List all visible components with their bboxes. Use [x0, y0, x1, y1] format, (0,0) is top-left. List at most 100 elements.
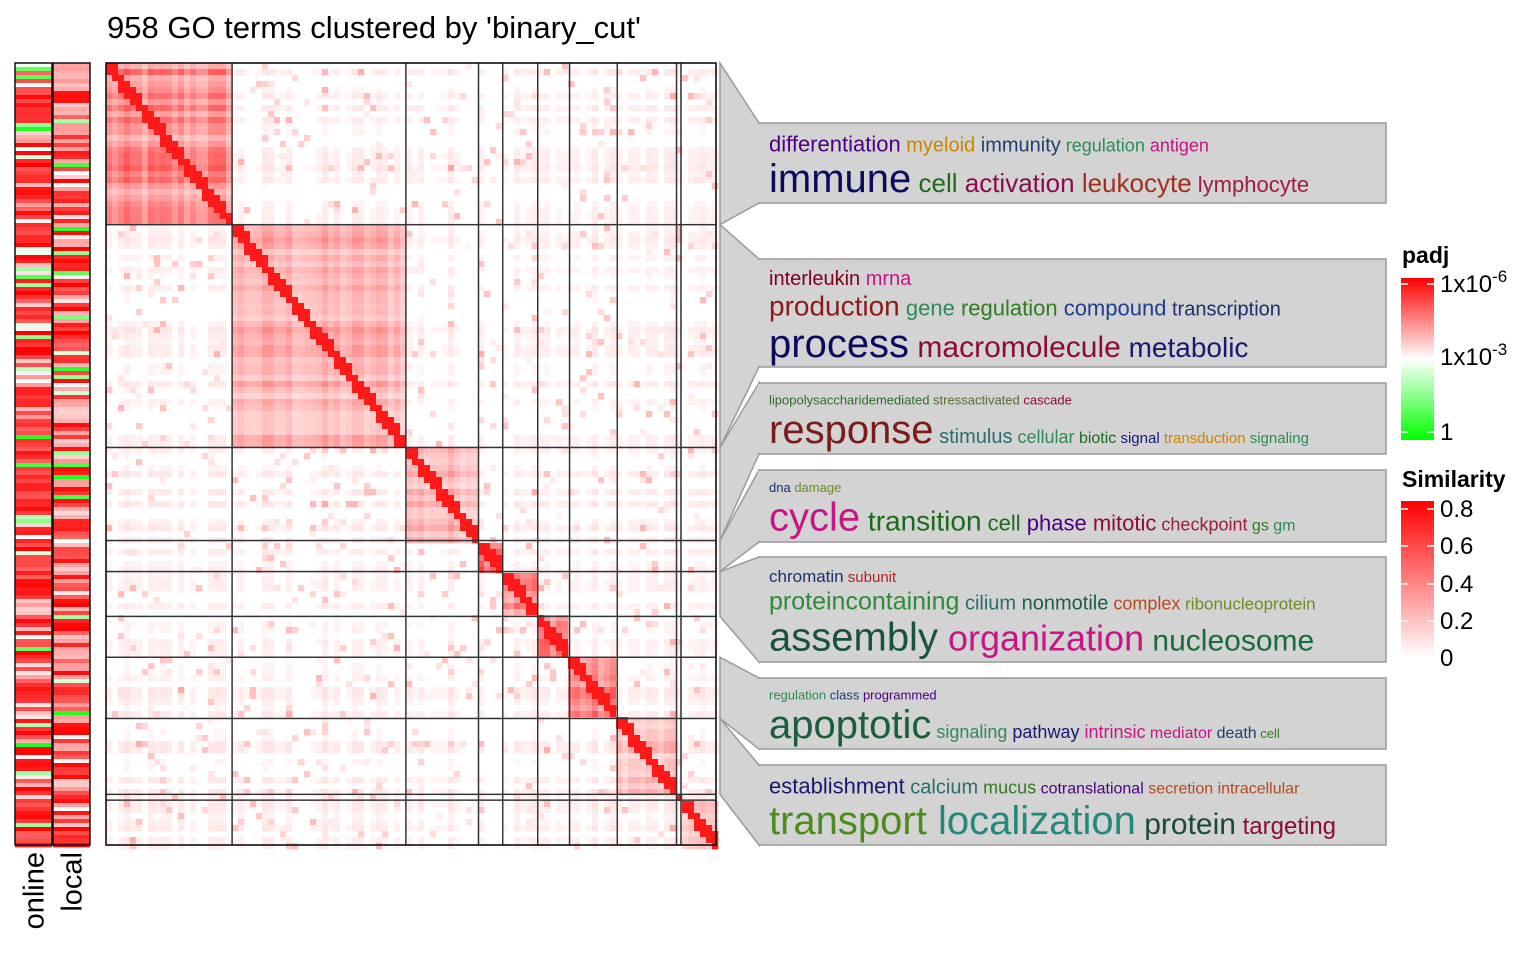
- annotation-cell: [53, 731, 90, 736]
- similarity-cell: [220, 183, 227, 190]
- similarity-cell: [184, 195, 191, 202]
- annotation-cell: [53, 567, 90, 572]
- similarity-cell: [346, 405, 353, 412]
- similarity-cell: [406, 213, 413, 220]
- similarity-cell: [616, 471, 623, 478]
- similarity-cell: [256, 501, 263, 508]
- similarity-cell: [130, 471, 137, 478]
- similarity-cell: [142, 321, 149, 328]
- similarity-cell: [652, 351, 659, 358]
- similarity-cell: [352, 585, 359, 592]
- similarity-cell: [436, 237, 443, 244]
- similarity-cell: [322, 471, 329, 478]
- similarity-cell: [148, 141, 155, 148]
- similarity-cell: [532, 603, 539, 610]
- similarity-cell: [532, 237, 539, 244]
- similarity-cell: [214, 243, 221, 250]
- similarity-cell: [334, 387, 341, 394]
- similarity-cell: [352, 315, 359, 322]
- similarity-cell: [328, 225, 335, 232]
- similarity-cell: [256, 381, 263, 388]
- similarity-cell: [460, 489, 467, 496]
- similarity-cell: [502, 603, 509, 610]
- similarity-cell: [280, 261, 287, 268]
- similarity-cell: [334, 225, 341, 232]
- similarity-cell: [298, 141, 305, 148]
- similarity-cell: [226, 159, 233, 166]
- annotation-cell: [15, 751, 52, 756]
- annotation-cell: [53, 771, 90, 776]
- similarity-cell: [208, 465, 215, 472]
- similarity-cell: [178, 159, 185, 166]
- similarity-cell: [262, 621, 269, 628]
- similarity-cell: [712, 579, 719, 586]
- annotation-cell: [15, 531, 52, 536]
- similarity-cell: [130, 153, 137, 160]
- similarity-cell: [388, 357, 395, 364]
- annotation-cell: [15, 655, 52, 660]
- similarity-cell: [358, 225, 365, 232]
- similarity-cell: [520, 129, 527, 136]
- similarity-cell: [664, 381, 671, 388]
- similarity-cell: [286, 387, 293, 394]
- similarity-cell: [478, 381, 485, 388]
- similarity-cell: [136, 129, 143, 136]
- similarity-cell: [226, 69, 233, 76]
- similarity-cell: [316, 117, 323, 124]
- similarity-cell: [328, 285, 335, 292]
- similarity-cell: [190, 447, 197, 454]
- similarity-cell: [286, 351, 293, 358]
- similarity-cell: [592, 561, 599, 568]
- similarity-cell: [388, 387, 395, 394]
- similarity-cell: [478, 339, 485, 346]
- similarity-cell: [160, 213, 167, 220]
- similarity-cell: [262, 465, 269, 472]
- similarity-cell: [298, 285, 305, 292]
- similarity-cell: [610, 213, 617, 220]
- similarity-cell: [148, 159, 155, 166]
- similarity-cell: [400, 225, 407, 232]
- similarity-cell: [214, 561, 221, 568]
- similarity-cell: [556, 345, 563, 352]
- annotation-cell: [15, 207, 52, 212]
- similarity-cell: [250, 237, 257, 244]
- similarity-cell: [502, 579, 509, 586]
- similarity-cell: [334, 165, 341, 172]
- similarity-cell: [628, 567, 635, 574]
- similarity-cell: [664, 255, 671, 262]
- similarity-cell: [244, 243, 251, 250]
- similarity-cell: [154, 351, 161, 358]
- similarity-cell: [520, 549, 527, 556]
- similarity-cell: [154, 501, 161, 508]
- similarity-cell: [436, 453, 443, 460]
- similarity-cell: [586, 381, 593, 388]
- similarity-cell: [148, 129, 155, 136]
- similarity-cell: [352, 87, 359, 94]
- similarity-cell: [532, 597, 539, 604]
- similarity-cell: [130, 165, 137, 172]
- similarity-cell: [238, 423, 245, 430]
- similarity-cell: [514, 321, 521, 328]
- annotation-cell: [53, 815, 90, 820]
- similarity-cell: [646, 213, 653, 220]
- similarity-cell: [532, 447, 539, 454]
- similarity-cell: [694, 381, 701, 388]
- similarity-cell: [628, 399, 635, 406]
- similarity-cell: [232, 267, 239, 274]
- similarity-cell: [646, 249, 653, 256]
- similarity-cell: [412, 381, 419, 388]
- similarity-cell: [358, 171, 365, 178]
- similarity-cell: [562, 117, 569, 124]
- similarity-cell: [652, 609, 659, 616]
- similarity-cell: [298, 339, 305, 346]
- similarity-cell: [154, 267, 161, 274]
- similarity-cell: [532, 207, 539, 214]
- annotation-cell: [15, 267, 52, 272]
- similarity-cell: [262, 447, 269, 454]
- similarity-cell: [478, 261, 485, 268]
- similarity-cell: [646, 465, 653, 472]
- similarity-cell: [634, 327, 641, 334]
- similarity-cell: [664, 327, 671, 334]
- similarity-cell: [154, 117, 161, 124]
- similarity-cell: [406, 81, 413, 88]
